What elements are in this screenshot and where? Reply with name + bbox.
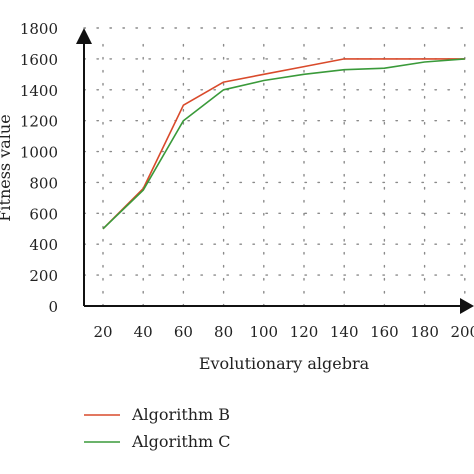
x-axis-label: Evolutionary algebra <box>199 354 370 373</box>
x-tick-label: 80 <box>214 323 233 341</box>
x-tick-label: 140 <box>330 323 359 341</box>
axes <box>76 28 474 314</box>
series-lines <box>102 58 465 230</box>
series-line-algorithm-c <box>102 58 465 230</box>
legend-label-algorithm-c: Algorithm C <box>131 432 231 451</box>
series-line-algorithm-b <box>102 58 465 230</box>
legend: Algorithm B Algorithm C <box>84 405 231 451</box>
y-tick-label: 600 <box>29 205 58 223</box>
legend-label-algorithm-b: Algorithm B <box>131 405 230 424</box>
y-tick-label: 1800 <box>20 20 58 38</box>
x-tick-labels: 20 40 60 80 100 120 140 160 180 200 <box>93 323 474 341</box>
y-axis-label: Fitness value <box>0 114 14 221</box>
x-tick-label: 200 <box>450 323 474 341</box>
grid-lines <box>83 27 467 307</box>
y-tick-label: 1000 <box>20 144 58 162</box>
y-tick-label: 800 <box>29 174 58 192</box>
y-axis-arrow-icon <box>76 28 92 44</box>
x-axis-arrow-icon <box>460 298 474 314</box>
x-tick-label: 180 <box>410 323 439 341</box>
y-tick-labels: 0 200 400 600 800 1000 1200 1400 1600 1800 <box>20 20 58 316</box>
y-tick-label: 1600 <box>20 51 58 69</box>
x-tick-label: 100 <box>249 323 278 341</box>
x-tick-label: 20 <box>93 323 112 341</box>
y-tick-label: 1200 <box>20 113 58 131</box>
y-tick-label: 0 <box>48 298 58 316</box>
x-tick-label: 160 <box>370 323 399 341</box>
y-tick-label: 200 <box>29 267 58 285</box>
x-tick-label: 120 <box>290 323 319 341</box>
x-tick-label: 40 <box>134 323 153 341</box>
y-tick-label: 400 <box>29 236 58 254</box>
y-tick-label: 1400 <box>20 82 58 100</box>
x-tick-label: 60 <box>174 323 193 341</box>
